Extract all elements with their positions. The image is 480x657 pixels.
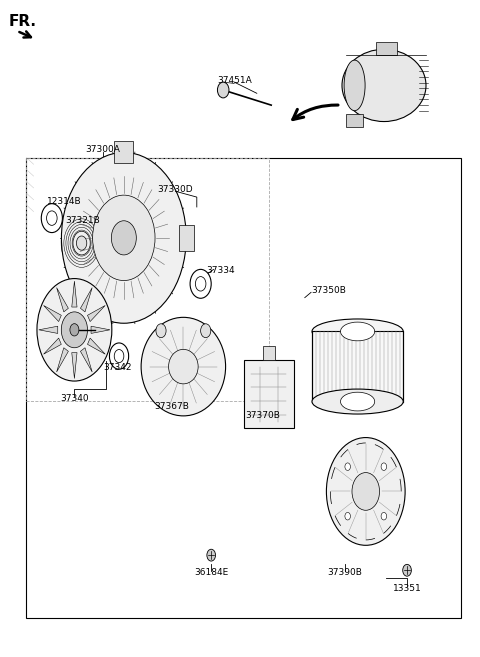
Bar — [26, 158, 269, 401]
Ellipse shape — [344, 60, 365, 110]
Polygon shape — [81, 348, 92, 372]
Circle shape — [326, 438, 405, 545]
Circle shape — [41, 204, 62, 233]
Ellipse shape — [342, 49, 426, 122]
Text: 37451A: 37451A — [217, 76, 252, 85]
Circle shape — [156, 324, 166, 338]
Circle shape — [37, 279, 112, 381]
Text: 37342: 37342 — [103, 363, 132, 373]
Ellipse shape — [340, 322, 375, 341]
Text: 13351: 13351 — [393, 583, 421, 593]
Circle shape — [403, 564, 411, 576]
Bar — [244, 360, 294, 428]
Circle shape — [217, 82, 229, 98]
Polygon shape — [44, 338, 61, 354]
Text: 12314B: 12314B — [47, 196, 82, 206]
Circle shape — [61, 312, 87, 348]
Text: 37370B: 37370B — [246, 411, 280, 420]
Polygon shape — [39, 327, 58, 333]
Bar — [26, 158, 461, 618]
Circle shape — [70, 324, 79, 336]
Ellipse shape — [312, 319, 403, 344]
Bar — [263, 346, 275, 360]
Text: 37321B: 37321B — [66, 215, 100, 225]
Circle shape — [109, 343, 129, 369]
Polygon shape — [87, 338, 105, 354]
Circle shape — [61, 215, 102, 271]
Circle shape — [345, 512, 350, 520]
Circle shape — [76, 236, 87, 250]
Text: 37340: 37340 — [60, 394, 89, 403]
Text: 37367B: 37367B — [155, 401, 189, 411]
Text: 36184E: 36184E — [194, 568, 228, 578]
Bar — [115, 141, 133, 163]
Text: FR.: FR. — [9, 14, 36, 30]
Text: 37334: 37334 — [206, 266, 235, 275]
Text: 37390B: 37390B — [327, 568, 362, 578]
Polygon shape — [72, 281, 77, 307]
Circle shape — [381, 463, 386, 470]
Polygon shape — [87, 306, 105, 321]
Bar — [346, 114, 363, 127]
Circle shape — [345, 463, 350, 470]
Circle shape — [61, 152, 186, 323]
Polygon shape — [57, 348, 68, 372]
Circle shape — [381, 512, 386, 520]
Text: 37330D: 37330D — [157, 185, 193, 194]
Polygon shape — [81, 288, 92, 312]
Ellipse shape — [340, 392, 375, 411]
Polygon shape — [57, 288, 68, 312]
Bar — [376, 42, 396, 55]
Text: 37350B: 37350B — [311, 286, 346, 295]
Circle shape — [195, 277, 206, 291]
Text: 37300A: 37300A — [86, 145, 120, 154]
Circle shape — [114, 350, 124, 363]
Circle shape — [190, 269, 211, 298]
Polygon shape — [91, 327, 110, 333]
Polygon shape — [44, 306, 61, 321]
Ellipse shape — [312, 389, 403, 414]
Ellipse shape — [168, 350, 198, 384]
Circle shape — [201, 324, 211, 338]
Circle shape — [93, 195, 155, 281]
Circle shape — [352, 472, 380, 510]
Polygon shape — [72, 353, 77, 378]
Bar — [312, 332, 403, 401]
Circle shape — [47, 211, 57, 225]
Circle shape — [111, 221, 136, 255]
Bar — [179, 225, 194, 250]
Ellipse shape — [141, 317, 226, 416]
Circle shape — [207, 549, 216, 561]
